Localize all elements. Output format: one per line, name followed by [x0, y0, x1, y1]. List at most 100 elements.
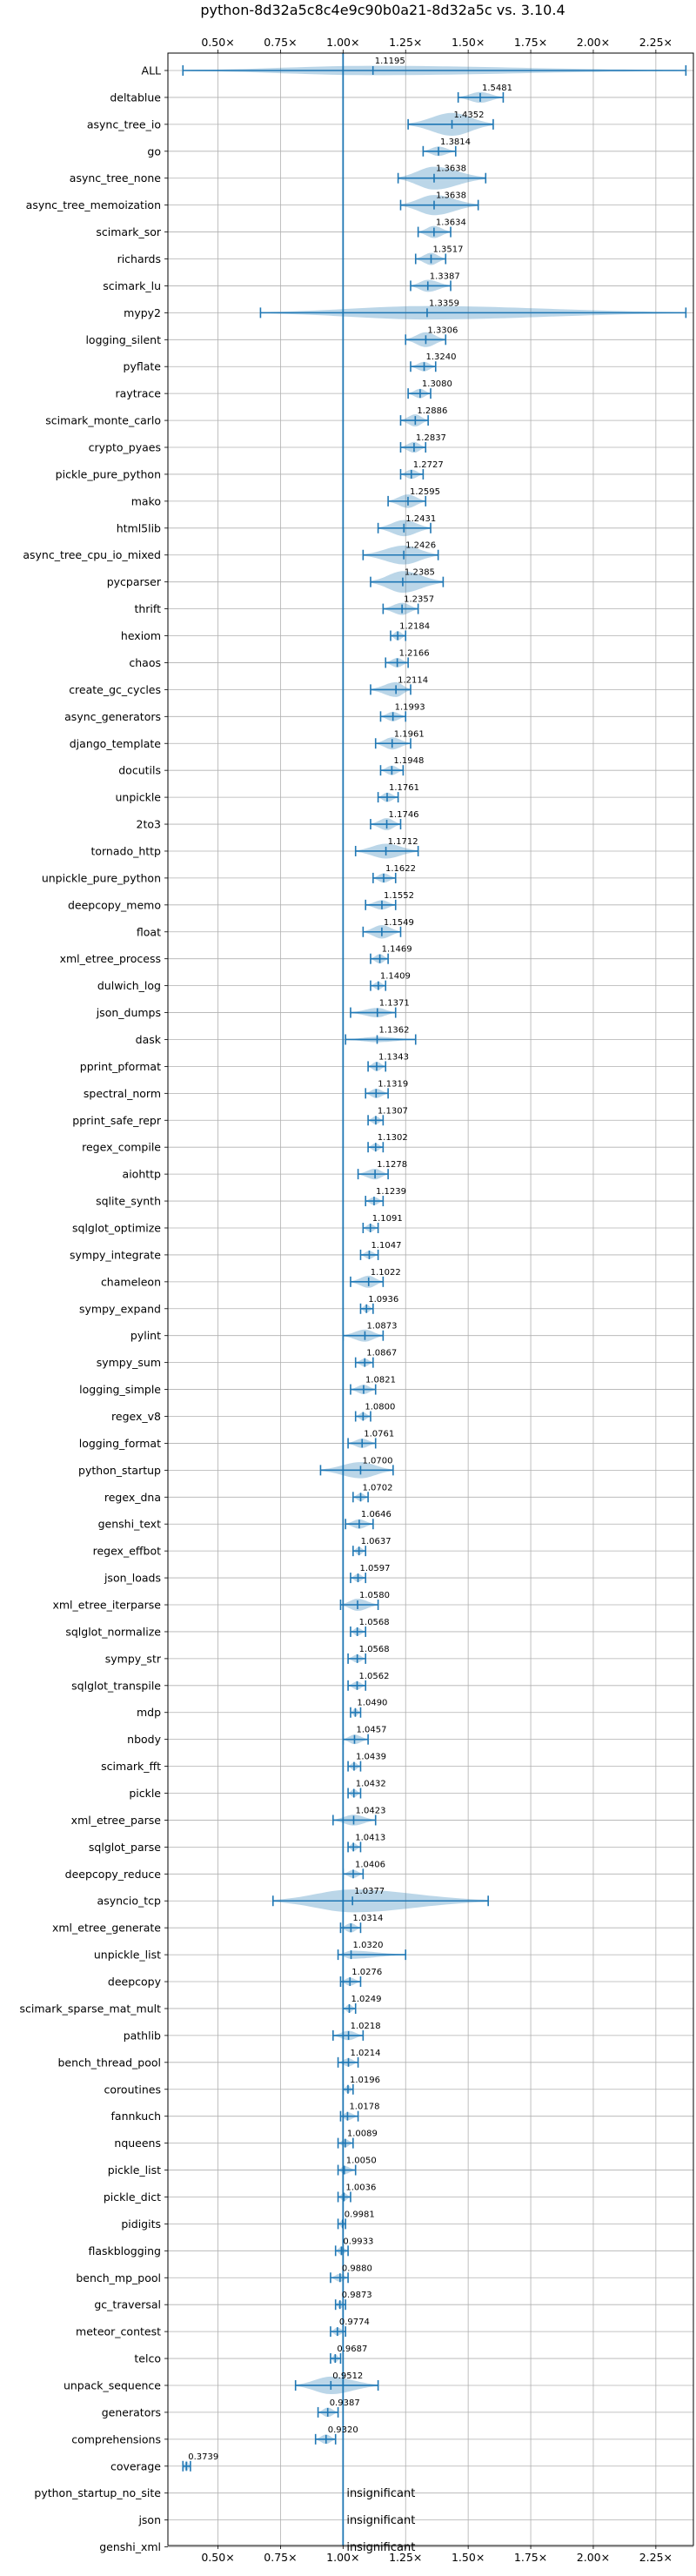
- value-label: 1.0936: [368, 1295, 398, 1305]
- value-label: 1.2431: [405, 514, 436, 524]
- benchmark-label: xml_etree_generate: [52, 1922, 161, 1935]
- benchmark-label: bench_mp_pool: [76, 2271, 161, 2284]
- value-label: 1.1712: [388, 837, 418, 847]
- benchmark-label: chaos: [129, 656, 161, 669]
- x-tick-label-top: 1.50×: [452, 36, 485, 49]
- benchmark-label: django_template: [70, 737, 162, 750]
- benchmark-label: sqlglot_normalize: [65, 1625, 161, 1638]
- value-label: 1.2385: [405, 568, 435, 578]
- benchmark-label: hexiom: [121, 629, 161, 642]
- value-label: 0.9687: [337, 2345, 367, 2354]
- benchmark-label: sqlite_synth: [96, 1195, 161, 1208]
- benchmark-label: comprehensions: [71, 2432, 161, 2445]
- benchmark-label: richards: [117, 252, 161, 265]
- benchmark-label: python_startup: [78, 1464, 161, 1477]
- value-label: 1.2837: [416, 433, 446, 443]
- benchmark-label: pickle_pure_python: [56, 467, 161, 480]
- benchmark-label: logging_simple: [79, 1383, 161, 1396]
- benchmark-label: ALL: [142, 64, 162, 77]
- value-label: 1.0423: [355, 1806, 385, 1815]
- benchmark-label: mako: [131, 494, 161, 507]
- value-label: 1.1239: [376, 1187, 406, 1197]
- benchmark-label: deltablue: [110, 91, 161, 104]
- benchmark-label: sqlglot_optimize: [72, 1221, 161, 1234]
- x-tick-label-top: 0.50×: [201, 36, 234, 49]
- benchmark-label: regex_dna: [104, 1491, 161, 1504]
- insignificant-label: insignificant: [346, 2514, 415, 2527]
- value-label: 0.9320: [328, 2425, 358, 2435]
- benchmark-label: pprint_pformat: [80, 1060, 161, 1073]
- value-label: 1.0439: [356, 1753, 386, 1762]
- benchmark-label: deepcopy: [108, 1976, 162, 1989]
- value-label: 1.1091: [372, 1214, 403, 1224]
- value-label: 1.0089: [347, 2130, 378, 2139]
- benchmark-label: go: [147, 144, 161, 158]
- benchmark-label: scimark_monte_carlo: [45, 414, 161, 427]
- benchmark-label: coverage: [110, 2459, 161, 2472]
- benchmark-label: sqlglot_parse: [89, 1841, 161, 1854]
- x-axis-ticks: 0.50× 0.50× 0.75× 0.75× 1.00× 1.00× 1.25× 1.25×…: [201, 36, 673, 2564]
- x-tick-label-bottom: 1.00×: [326, 2551, 359, 2564]
- benchmark-label: xml_etree_iterparse: [52, 1599, 161, 1612]
- value-label: 1.1343: [378, 1052, 409, 1062]
- value-label: 0.9873: [342, 2291, 372, 2300]
- value-label: 1.0320: [353, 1941, 384, 1950]
- value-label: 1.0702: [363, 1483, 393, 1493]
- benchmark-label: docutils: [118, 764, 161, 777]
- benchmark-label: thrift: [134, 602, 161, 615]
- benchmark-label: scimark_sparse_mat_mult: [20, 2002, 162, 2015]
- value-label: 1.0036: [345, 2183, 376, 2192]
- value-label: 1.1409: [380, 972, 411, 982]
- benchmark-label: chameleon: [101, 1275, 161, 1288]
- value-label: 1.1371: [379, 999, 410, 1009]
- benchmark-label: asyncio_tcp: [97, 1895, 162, 1908]
- value-label: 1.0218: [351, 2022, 381, 2031]
- x-tick-label-top: 2.25×: [639, 36, 673, 49]
- value-label: 1.1948: [393, 756, 424, 766]
- value-label: 1.0196: [350, 2076, 380, 2085]
- benchmark-label: aiohttp: [123, 1168, 162, 1181]
- x-tick-label-bottom: 0.75×: [264, 2551, 297, 2564]
- value-label: 1.0700: [362, 1456, 392, 1466]
- value-label: 1.1307: [378, 1106, 408, 1116]
- value-label: 1.0432: [356, 1780, 386, 1789]
- benchmark-label: unpack_sequence: [64, 2378, 161, 2392]
- value-label: 1.0568: [359, 1618, 390, 1627]
- x-tick-label-top: 0.75×: [264, 36, 297, 49]
- x-tick-label-top: 2.00×: [577, 36, 610, 49]
- benchmark-label: coroutines: [104, 2083, 161, 2096]
- benchmark-label: logging_format: [79, 1437, 161, 1450]
- value-label: 1.2727: [413, 460, 444, 470]
- benchmark-label: regex_effbot: [93, 1545, 161, 1558]
- benchmark-label: telco: [134, 2352, 161, 2365]
- x-tick-label-bottom: 1.25×: [389, 2551, 422, 2564]
- benchmark-label: unpickle_list: [94, 1949, 161, 1962]
- benchmark-label: meteor_contest: [76, 2325, 161, 2338]
- value-label: 1.0821: [365, 1376, 396, 1385]
- value-label: 1.0276: [351, 1968, 382, 1977]
- benchmark-label: async_tree_io: [87, 117, 161, 131]
- value-label: 1.5481: [482, 84, 512, 93]
- value-label: 1.3306: [427, 325, 458, 335]
- value-label: 1.1761: [389, 783, 419, 793]
- value-label: 1.0568: [359, 1645, 390, 1654]
- benchmark-label: scimark_fft: [101, 1760, 161, 1773]
- benchmark-label: pickle_list: [108, 2163, 161, 2177]
- benchmark-label: crypto_pyaes: [89, 441, 161, 454]
- benchmark-label: 2to3: [137, 818, 161, 831]
- benchmark-label: create_gc_cycles: [69, 683, 161, 696]
- benchmark-label: async_tree_memoization: [26, 198, 161, 211]
- value-label: 1.3634: [436, 218, 466, 228]
- value-label: 1.0562: [358, 1672, 389, 1681]
- value-label: 1.0646: [361, 1510, 392, 1519]
- value-label: 1.0214: [350, 2049, 380, 2058]
- value-label: 1.3638: [436, 191, 466, 201]
- benchmark-label: json_loads: [104, 1572, 161, 1585]
- value-label: 1.1549: [384, 918, 414, 928]
- value-label: 1.3814: [440, 138, 471, 147]
- value-label: 0.3739: [188, 2452, 218, 2462]
- benchmark-label: xml_etree_process: [60, 952, 161, 965]
- value-label: 1.2166: [399, 648, 430, 658]
